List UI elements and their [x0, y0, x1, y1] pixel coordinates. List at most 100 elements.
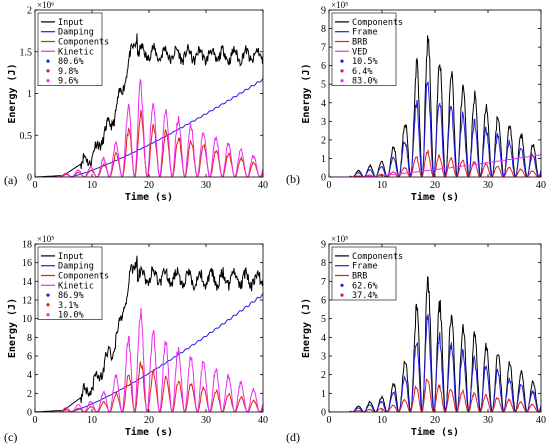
y-tick-label: 5: [321, 80, 326, 91]
legend-dot: [46, 313, 50, 317]
panel-label: (d): [286, 430, 300, 444]
y-tick-label: 0: [27, 408, 32, 419]
y-tick-label: 1: [321, 154, 326, 165]
y-tick-label: 6: [321, 61, 326, 72]
legend-percent: 9.6%: [58, 77, 78, 87]
y-axis-label: Energy (J): [301, 298, 312, 358]
y-tick-label: 0.5: [20, 131, 33, 142]
y-tick-label: 3: [321, 117, 326, 128]
y-tick-label: 4: [321, 333, 326, 344]
x-tick-label: 10: [87, 415, 97, 426]
x-axis-label: Time (s): [411, 426, 459, 438]
y-exponent: ×10⁵: [331, 234, 348, 244]
y-tick-label: 12: [22, 296, 32, 307]
y-tick-label: 1: [27, 89, 32, 100]
legend-box: [37, 246, 103, 320]
x-tick-label: 10: [377, 415, 387, 426]
y-tick-label: 8: [321, 258, 326, 269]
y-tick-label: 2: [27, 6, 32, 17]
x-tick-label: 30: [201, 415, 211, 426]
legend-entry: Frame: [352, 28, 378, 38]
y-axis-label: Energy (J): [7, 298, 18, 358]
legend-entry: Kinetic: [58, 47, 94, 57]
x-axis-label: Time (s): [125, 191, 173, 203]
legend-dot: [340, 69, 344, 73]
legend-entry: Frame: [352, 262, 378, 272]
legend-percent: 10.0%: [58, 311, 84, 321]
y-tick-label: 2: [27, 389, 32, 400]
legend-dot: [340, 283, 344, 287]
y-tick-label: 9: [321, 6, 326, 17]
legend-percent: 80.6%: [58, 57, 84, 67]
x-tick-label: 30: [483, 180, 493, 191]
legend-dot: [340, 293, 344, 297]
y-axis-label: Energy (J): [7, 63, 18, 123]
panel-label: (c): [4, 430, 17, 444]
y-exponent: ×10⁵: [331, 0, 348, 10]
y-tick-label: 16: [22, 258, 32, 269]
y-tick-label: 2: [321, 370, 326, 381]
x-axis-label: Time (s): [125, 426, 173, 438]
panel-label: (b): [286, 172, 300, 186]
legend-entry: Components: [58, 38, 109, 48]
y-tick-label: 8: [321, 24, 326, 35]
x-tick-label: 20: [430, 415, 440, 426]
y-tick-label: 18: [22, 240, 32, 251]
x-tick-label: 10: [377, 180, 387, 191]
y-tick-label: 4: [27, 370, 32, 381]
legend-dot: [46, 69, 50, 73]
y-tick-label: 1.5: [20, 47, 33, 58]
y-tick-label: 8: [27, 333, 32, 344]
legend-entry: Components: [58, 272, 109, 282]
x-tick-label: 20: [144, 415, 154, 426]
legend-entry: Input: [58, 18, 84, 28]
y-tick-label: 7: [321, 43, 326, 54]
legend-entry: BRB: [352, 272, 367, 282]
y-tick-label: 5: [321, 314, 326, 325]
legend-percent: 9.8%: [58, 67, 78, 77]
x-tick-label: 0: [327, 415, 332, 426]
legend-percent: 10.5%: [352, 57, 378, 67]
y-tick-label: 6: [27, 352, 32, 363]
x-tick-label: 30: [201, 180, 211, 191]
x-tick-label: 0: [327, 180, 332, 191]
y-exponent: ×10⁵: [37, 234, 54, 244]
y-tick-label: 0: [27, 173, 32, 184]
x-tick-label: 20: [144, 180, 154, 191]
chart-panel-1: 0 10 20 30 40 0 1 2 3 4 5 6 7 8 9 ×10⁵ Time (s) Energy (J…: [286, 0, 546, 203]
legend-percent: 37.4%: [352, 291, 378, 301]
legend-dot: [340, 79, 344, 83]
y-tick-label: 7: [321, 277, 326, 288]
x-tick-label: 0: [33, 180, 38, 191]
x-tick-label: 30: [483, 415, 493, 426]
y-tick-label: 1: [321, 389, 326, 400]
legend-dot: [46, 59, 50, 63]
x-tick-label: 0: [33, 415, 38, 426]
panel-label: (a): [4, 173, 17, 187]
legend-entry: Components: [352, 18, 403, 28]
legend-dot: [46, 293, 50, 297]
series-line-kinetic: [35, 79, 263, 177]
legend-percent: 83.0%: [352, 77, 378, 87]
chart-panel-0: 0 10 20 30 40 0 0.5 1 1.5 2 ×10⁶ Time (s) Energy (J)…: [4, 0, 268, 203]
chart-panel-3: 0 10 20 30 40 0 1 2 3 4 5 6 7 8 9 ×10⁵ Time (s) Energy (J…: [286, 234, 546, 444]
x-axis-label: Time (s): [411, 191, 459, 203]
legend-percent: 62.6%: [352, 281, 378, 291]
y-axis-label: Energy (J): [301, 63, 312, 123]
legend-box: [37, 12, 103, 86]
legend-entry: Damping: [58, 28, 94, 38]
legend-percent: 3.1%: [58, 301, 78, 311]
legend-percent: 6.4%: [352, 67, 372, 77]
legend-dot: [46, 303, 50, 307]
y-tick-label: 3: [321, 352, 326, 363]
y-tick-label: 0: [321, 408, 326, 419]
series-line-input: [35, 33, 263, 177]
y-tick-label: 6: [321, 296, 326, 307]
y-tick-label: 14: [22, 277, 32, 288]
series-line-input: [35, 255, 263, 412]
series-line-kinetic: [35, 307, 263, 412]
legend-percent: 86.9%: [58, 291, 84, 301]
legend-box: [331, 12, 397, 86]
y-tick-label: 9: [321, 240, 326, 251]
legend-dot: [46, 79, 50, 83]
